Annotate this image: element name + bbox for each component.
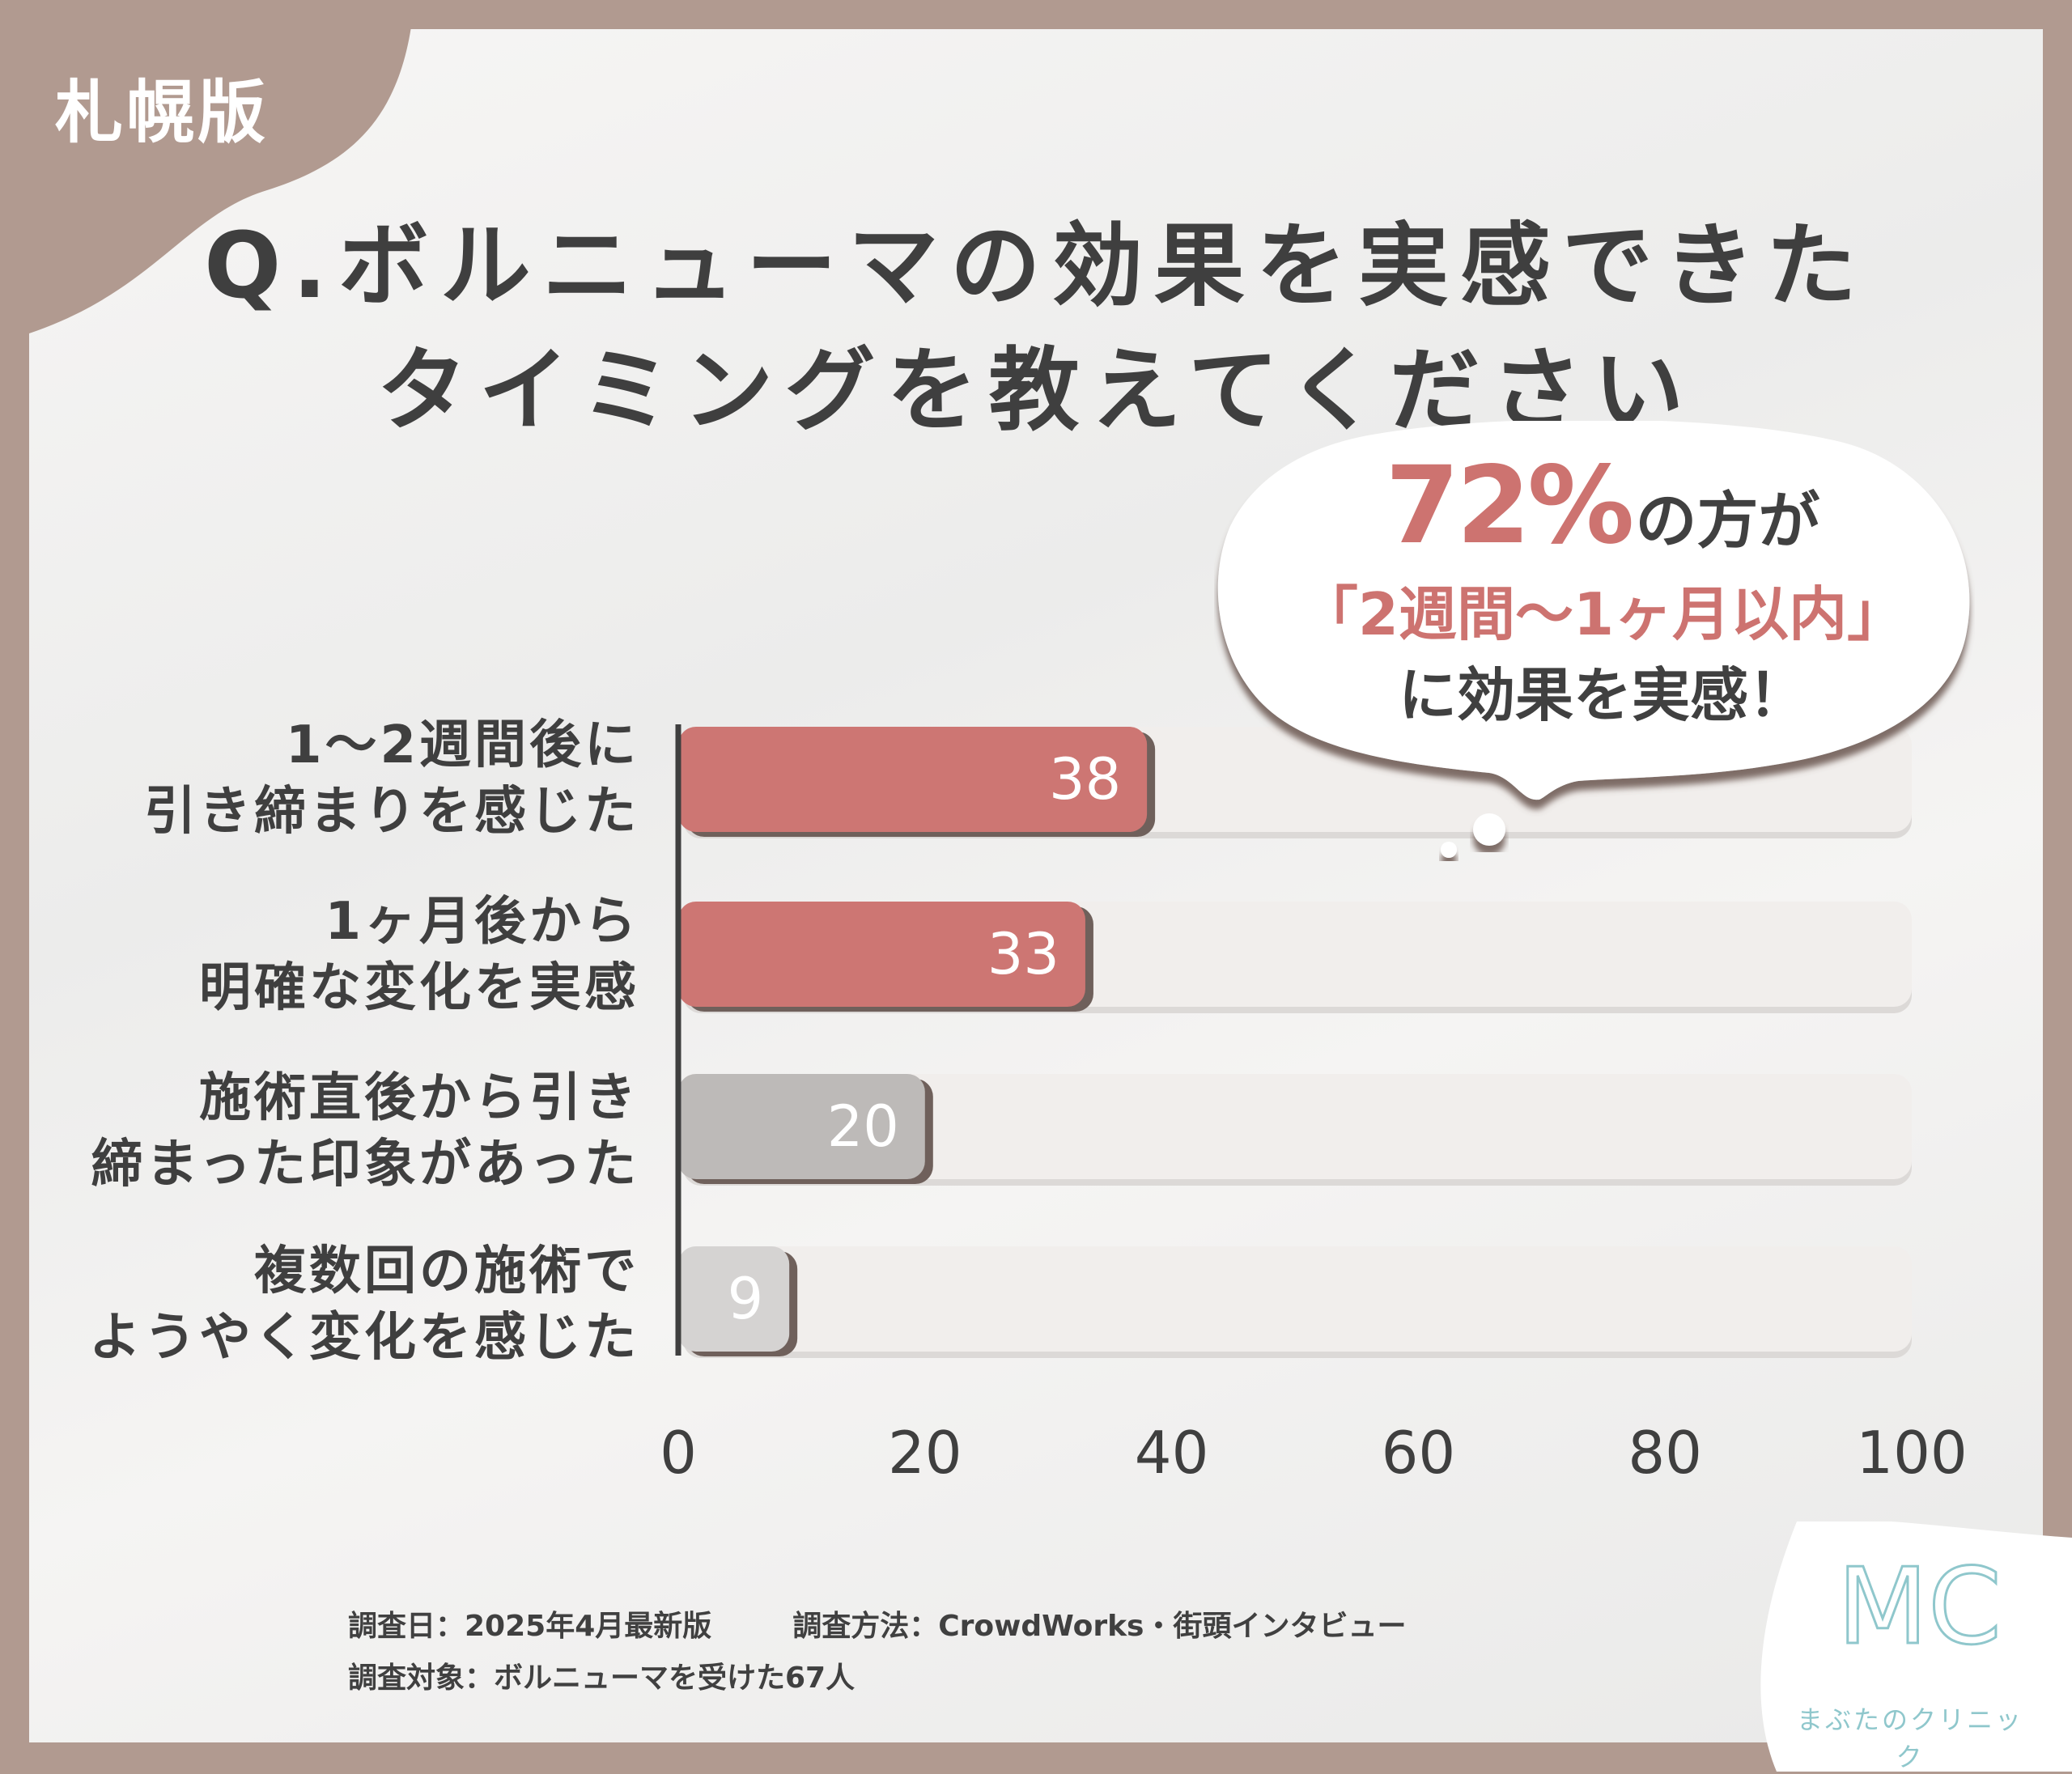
x-tick-label-60: 60 (1382, 1419, 1456, 1487)
content-panel (29, 29, 2043, 1742)
logo-mark: MC (1837, 1545, 2002, 1668)
bar-value-label-2: 33 (987, 921, 1059, 987)
clinic-name: まぶたのクリニック (1796, 1704, 2023, 1772)
callout-percent: 72% (1385, 444, 1634, 568)
x-tick-label-80: 80 (1628, 1419, 1702, 1487)
bar-track-3 (678, 1074, 1912, 1179)
bar-value-label-1: 38 (1049, 746, 1121, 813)
survey-target: 調査対象：ボルニューマを受けた67人 (348, 1662, 856, 1695)
survey-method: 調査方法：CrowdWorks・街頭インタビュー (792, 1610, 1407, 1643)
bar-track-4 (678, 1246, 1912, 1352)
corner-badge-shape (0, 0, 414, 333)
page-title-line1: Q.ボルニューマの効果を実感できた (204, 214, 1868, 319)
bar-value-label-4: 9 (728, 1266, 764, 1332)
clinic-logo: MC (1760, 1521, 2072, 1772)
category-label-4: 複数回の施術で ようやく変化を感じた (89, 1241, 639, 1368)
x-tick-label-40: 40 (1135, 1419, 1209, 1487)
callout-line1: 72% の方が (1238, 444, 1967, 568)
callout-line2: 「2週間〜1ヶ月以内」 (1299, 580, 1906, 648)
footer-line1: 調査日：2025年4月最新版 調査方法：CrowdWorks・街頭インタビュー (348, 1602, 1406, 1645)
callout-line1-rest: の方が (1635, 485, 1820, 557)
city-badge: 札幌版 (55, 73, 270, 152)
bar-1 (678, 727, 1148, 832)
category-label-1: 1〜2週間後に 引き締まりを感じた (144, 715, 639, 842)
x-tick-label-0: 0 (660, 1419, 697, 1487)
x-tick-label-20: 20 (888, 1419, 962, 1487)
survey-date: 調査日：2025年4月最新版 (348, 1610, 712, 1643)
bar-2 (678, 902, 1085, 1007)
callout-line3: に効果を実感！ (1398, 661, 1807, 729)
x-tick-label-100: 100 (1856, 1419, 1967, 1487)
bar-value-label-3: 20 (827, 1093, 899, 1160)
bar-4 (678, 1246, 790, 1352)
category-label-3: 施術直後から引き 締まった印象があった (91, 1068, 639, 1195)
category-label-2: 1ヶ月後から 明確な変化を実感 (199, 892, 639, 1018)
bar-3 (678, 1074, 925, 1179)
callout-bubble (1217, 421, 1970, 858)
